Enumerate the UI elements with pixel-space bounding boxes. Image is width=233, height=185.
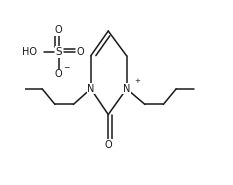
Text: −: − bbox=[63, 63, 70, 72]
Text: +: + bbox=[134, 78, 140, 84]
Text: O: O bbox=[104, 140, 112, 150]
Text: N: N bbox=[87, 84, 95, 94]
Text: O: O bbox=[77, 47, 85, 57]
Text: N: N bbox=[123, 84, 130, 94]
Text: O: O bbox=[55, 69, 62, 79]
Text: O: O bbox=[55, 25, 62, 35]
Text: S: S bbox=[55, 47, 62, 57]
Text: HO: HO bbox=[22, 47, 37, 57]
